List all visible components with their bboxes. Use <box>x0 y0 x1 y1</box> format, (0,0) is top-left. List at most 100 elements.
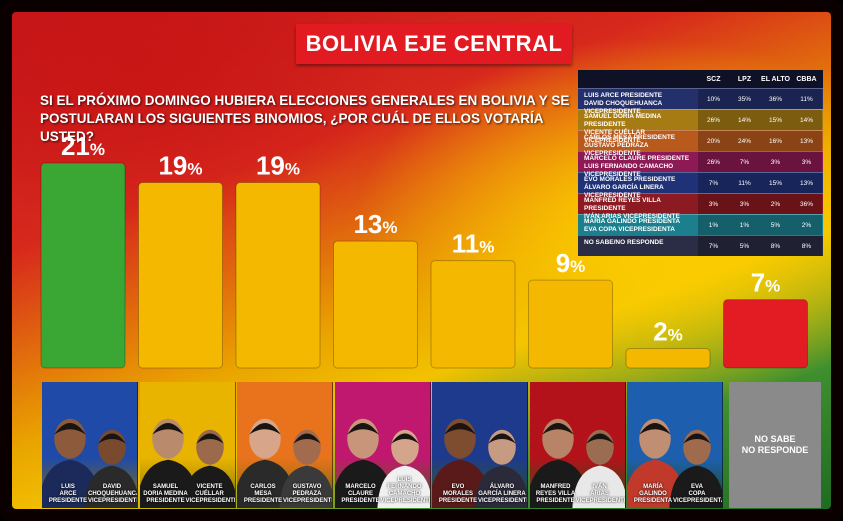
bar-3 <box>333 240 418 369</box>
table-row: MARCELO CLAURE PRESIDENTE LUIS FERNANDO … <box>578 151 823 178</box>
bar-0 <box>40 162 126 369</box>
table-row: CARLOS MESA PRESIDENTE GUSTAVO PEDRAZA V… <box>578 130 823 157</box>
bar-value-5: 9 <box>556 248 570 278</box>
bar-value-label-6: 2% <box>653 316 683 346</box>
bar-value-label-3: 13% <box>353 209 397 239</box>
table-cell: 14% <box>791 110 822 130</box>
bar-unit-6: % <box>668 325 683 344</box>
bar-unit-4: % <box>479 238 494 257</box>
table-cell: 26% <box>698 152 729 172</box>
table-row: MARÍA GALINDO PRESIDENTA EVA COPA VICEPR… <box>578 214 823 235</box>
bar-value-2: 19 <box>256 151 285 181</box>
table-row-name: MARCELO CLAURE PRESIDENTE LUIS FERNANDO … <box>584 155 690 178</box>
table-cell: 5% <box>760 215 791 235</box>
table-row-name: MARÍA GALINDO PRESIDENTA EVA COPA VICEPR… <box>584 218 681 233</box>
table-cell: 14% <box>729 110 760 130</box>
table-row: MANFRED REYES VILLA PRESIDENTE IVÁN ARIA… <box>578 193 823 220</box>
bar-chart: 21%19% 19%13%11%9%2%7% <box>40 131 808 369</box>
no-sabe-label: NO SABE NO RESPONDE <box>741 434 809 455</box>
bar-unit-0: % <box>90 140 105 159</box>
president-caption: CARLOS MESA PRESIDENTE <box>243 484 283 504</box>
table-cell: 8% <box>791 236 822 256</box>
poster: BOLIVIA EJE CENTRAL SI EL PRÓXIMO DOMING… <box>12 12 831 509</box>
table-row: SAMUEL DORIA MEDINA PRESIDENTE VICENTE C… <box>578 109 823 144</box>
person-silhouette <box>571 429 625 508</box>
candidate-panel: LUIS ARCE PRESIDENTE DAVID CHOQUEHUANCA V… <box>42 382 138 508</box>
bar-value-6: 2 <box>653 316 667 346</box>
table-cell: 7% <box>698 236 729 256</box>
vicepresident-caption: EVA COPA VICEPRESIDENTA <box>673 484 723 504</box>
table-cell: 13% <box>791 131 822 151</box>
bar-value-0: 21 <box>61 131 90 161</box>
bar-unit-1: % <box>187 160 202 179</box>
candidate-photo <box>627 418 722 508</box>
bar-unit-7: % <box>765 277 780 296</box>
table-cell: 16% <box>760 131 791 151</box>
president-caption: MARÍA GALINDO PRESIDENTA <box>633 484 673 504</box>
table-cell: 3% <box>791 152 822 172</box>
person-silhouette <box>181 429 235 508</box>
table-row-name: CARLOS MESA PRESIDENTE GUSTAVO PEDRAZA V… <box>584 134 676 157</box>
candidate-photo <box>237 418 332 508</box>
person-silhouette <box>376 429 430 508</box>
bar-value-1: 19 <box>158 151 187 181</box>
table-header-cbba: CBBA <box>796 75 817 83</box>
table-cell: 20% <box>698 131 729 151</box>
table-header-blank <box>578 70 698 88</box>
candidate-photo <box>334 418 430 508</box>
table-cell: 1% <box>729 215 760 235</box>
bar-value-label-5: 9% <box>556 248 586 278</box>
person-silhouette <box>279 429 332 508</box>
vicepresident-caption: ÁLVARO GARCÍA LINERA VICEPRESIDENTE <box>478 484 528 504</box>
table-row-name: EVO MORALES PRESIDENTE ÁLVARO GARCÍA LIN… <box>584 176 676 199</box>
table-header: SCZ LPZ EL ALTO CBBA <box>578 70 823 88</box>
bar-6 <box>625 347 711 369</box>
president-caption: LUIS ARCE PRESIDENTE <box>48 484 88 504</box>
bar-value-label-2: 19% <box>256 151 300 181</box>
table-cell: 11% <box>791 89 822 109</box>
bar-7 <box>723 299 808 369</box>
bar-value-7: 7 <box>751 268 765 298</box>
bar-2 <box>235 182 321 369</box>
table-cell: 11% <box>729 173 760 193</box>
person-silhouette <box>474 429 527 508</box>
no-sabe-box: NO SABE NO RESPONDE <box>729 382 821 508</box>
table-cell: 3% <box>729 194 760 214</box>
candidate-panel: MARÍA GALINDO PRESIDENTA EVA COPA VICEPRE… <box>627 382 723 508</box>
candidate-photo <box>139 418 235 508</box>
table-row: EVO MORALES PRESIDENTE ÁLVARO GARCÍA LIN… <box>578 172 823 199</box>
regional-results-table: SCZ LPZ EL ALTO CBBA LUIS ARCE PRESIDENT… <box>578 70 823 256</box>
vicepresident-caption: IVÁN ARIAS VICEPRESIDENTE <box>575 484 626 504</box>
candidate-panel: CARLOS MESA PRESIDENTE GUSTAVO PEDRAZA VI… <box>237 382 333 508</box>
candidate-panel: MARCELO CLAURE PRESIDENTE LUIS FERNANDO C… <box>334 382 431 508</box>
table-row-name: MANFRED REYES VILLA PRESIDENTE IVÁN ARIA… <box>584 197 680 220</box>
president-caption: SAMUEL DORIA MEDINA PRESIDENTE <box>143 484 188 504</box>
table-cell: 15% <box>760 110 791 130</box>
person-silhouette <box>669 429 722 508</box>
candidate-photo <box>432 418 527 508</box>
bar-unit-3: % <box>382 218 397 237</box>
vicepresident-caption: VICENTE CUÉLLAR VICEPRESIDENTE <box>185 484 236 504</box>
table-row-name: LUIS ARCE PRESIDENTE DAVID CHOQUEHUANCA … <box>584 92 663 115</box>
table-cell: 36% <box>760 89 791 109</box>
candidate-panel: SAMUEL DORIA MEDINA PRESIDENTE VICENTE CU… <box>139 382 236 508</box>
bar-unit-5: % <box>570 257 585 276</box>
table-header-lpz: LPZ <box>737 75 752 83</box>
table-cell: 36% <box>791 194 822 214</box>
table-cell: 7% <box>729 152 760 172</box>
bar-5 <box>528 279 613 369</box>
survey-question: SI EL PRÓXIMO DOMINGO HUBIERA ELECCIONES… <box>40 93 570 144</box>
bar-value-label-7: 7% <box>751 268 781 298</box>
table-cell: 3% <box>698 194 729 214</box>
table-cell: 24% <box>729 131 760 151</box>
table-header-el-alto: EL ALTO <box>761 75 790 83</box>
president-caption: MARCELO CLAURE PRESIDENTE <box>341 484 380 504</box>
candidate-photos: NO SABE NO RESPONDE LUIS ARCE PRESIDENTE… <box>42 382 822 508</box>
table-cell: 3% <box>760 152 791 172</box>
table-cell: 7% <box>698 173 729 193</box>
table-cell: 35% <box>729 89 760 109</box>
table-cell: 10% <box>698 89 729 109</box>
bar-unit-2: % <box>285 160 300 179</box>
table-cell: 5% <box>729 236 760 256</box>
